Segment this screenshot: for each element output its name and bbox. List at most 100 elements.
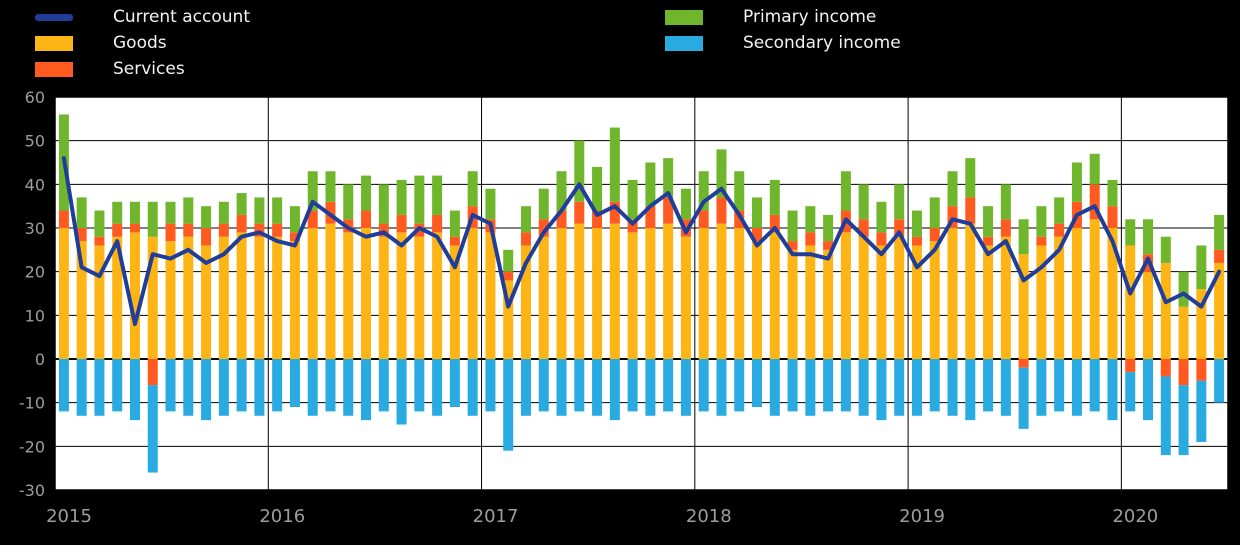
bar-segment [520, 232, 531, 246]
bar-segment [823, 214, 834, 242]
bar-segment [236, 359, 247, 412]
bar-segment [574, 140, 585, 202]
bar-segment [840, 359, 851, 412]
bar-segment [272, 359, 283, 412]
bar-segment [663, 158, 674, 198]
legend-item-secondary-income: Secondary income [665, 30, 901, 56]
bar-segment [663, 359, 674, 412]
x-tick-label: 2019 [899, 506, 945, 527]
bar-segment [307, 359, 318, 416]
bar-segment [894, 219, 905, 237]
legend-column-right: Primary income Secondary income [665, 4, 901, 56]
bar-segment [1000, 219, 1011, 237]
bar-segment [1107, 179, 1118, 207]
bar-segment [432, 214, 443, 233]
bar-segment [1214, 359, 1225, 403]
bar-segment [1160, 236, 1171, 263]
plot-border [54, 96, 1229, 491]
bar-segment [396, 359, 407, 425]
bar-segment [1036, 206, 1047, 237]
bar-segment [76, 197, 87, 228]
bar-segment [698, 359, 709, 412]
bar-segment [627, 179, 638, 220]
bar-segment [698, 228, 709, 359]
y-tick-label: -20 [19, 437, 45, 456]
bar-segment [94, 245, 105, 359]
legend-column-left: Current account Goods Services [35, 4, 250, 82]
bar-segment [147, 385, 158, 473]
bar-segment [183, 359, 194, 416]
bar-segment [592, 359, 603, 416]
bar-segment [76, 359, 87, 416]
bar-segment [467, 359, 478, 416]
bar-segment [858, 184, 869, 220]
bar-segment [218, 201, 229, 224]
bar-segment [520, 359, 531, 416]
bar-segment [361, 175, 372, 211]
bar-segment [627, 232, 638, 359]
bar-segment [112, 359, 123, 412]
bar-segment [129, 232, 140, 359]
bar-segment [592, 228, 603, 359]
bar-segment [1054, 359, 1065, 412]
bar-segment [76, 228, 87, 242]
bar-segment [592, 210, 603, 228]
bar-segment [1125, 359, 1136, 373]
bar-segment [1160, 262, 1171, 359]
y-tick-label: -30 [19, 481, 45, 500]
bar-segment [1143, 359, 1154, 421]
bar-segment [503, 249, 514, 272]
bar-segment [645, 206, 656, 228]
y-tick-label: 30 [25, 219, 45, 238]
bar-segment [1107, 206, 1118, 228]
bar-segment [752, 241, 763, 359]
legend-label-services: Services [113, 59, 185, 79]
bar-segment [94, 359, 105, 416]
bar-segment [894, 236, 905, 359]
bar-segment [911, 245, 922, 359]
bar-segment [556, 171, 567, 211]
bar-segment [680, 359, 691, 416]
bar-segment [1054, 223, 1065, 237]
bar-segment [787, 210, 798, 242]
bar-segment [183, 236, 194, 359]
bar-segment [361, 210, 372, 228]
services-swatch [35, 61, 73, 77]
bar-segment [556, 228, 567, 359]
bar-segment [1089, 219, 1100, 359]
bar-segment [414, 236, 425, 359]
bar-segment [1089, 359, 1100, 412]
bar-segment [378, 184, 389, 224]
bar-segment [307, 210, 318, 228]
bar-segment [716, 223, 727, 359]
bar-segment [1000, 359, 1011, 416]
bar-segment [485, 188, 496, 220]
plot-area [55, 97, 1228, 490]
bar-segment [1036, 245, 1047, 359]
bar-segment [449, 236, 460, 246]
bar-segment [592, 166, 603, 211]
bar-segment [574, 223, 585, 359]
bar-segment [734, 228, 745, 359]
bar-segment [58, 228, 69, 359]
bar-segment [378, 359, 389, 412]
bar-segment [289, 206, 300, 233]
bar-segment [876, 245, 887, 359]
bar-segment [876, 359, 887, 421]
bar-segment [343, 232, 354, 359]
bar-segment [698, 210, 709, 228]
bar-segment [1071, 162, 1082, 202]
bar-segment [787, 249, 798, 359]
bar-segment [1214, 249, 1225, 263]
bar-segment [1036, 359, 1047, 416]
bar-segment [947, 171, 958, 207]
bar-segment [236, 232, 247, 359]
bar-segment [414, 175, 425, 224]
bar-segment [1160, 359, 1171, 377]
bar-segment [396, 232, 407, 359]
legend-label-goods: Goods [113, 33, 167, 53]
bar-segment [983, 206, 994, 237]
bar-segment [609, 201, 620, 224]
bar-segment [1178, 385, 1189, 456]
bar-segment [947, 359, 958, 416]
